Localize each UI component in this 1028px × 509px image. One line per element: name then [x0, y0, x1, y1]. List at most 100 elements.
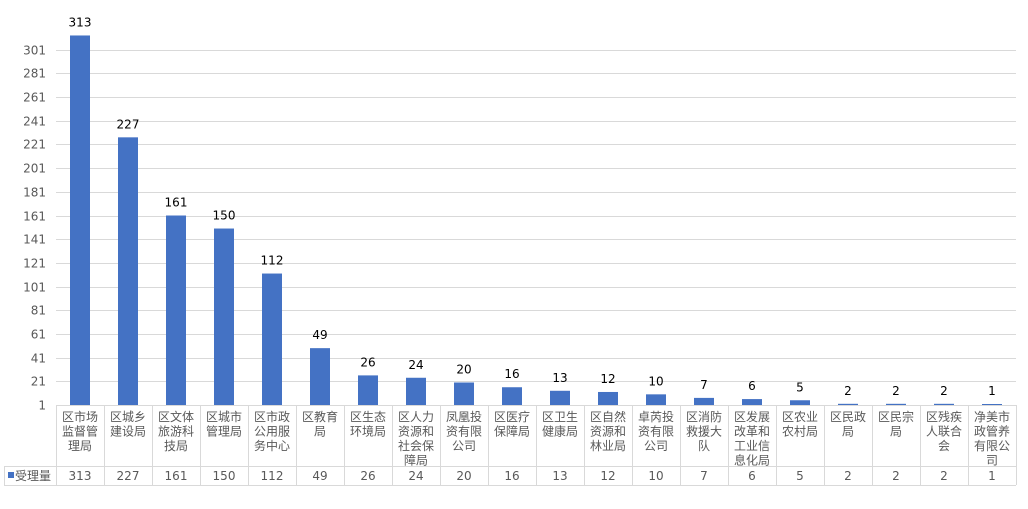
bar: [214, 228, 234, 405]
bar: [790, 400, 810, 405]
x-category-label: 区医疗保障局: [494, 410, 530, 439]
table-value: 13: [552, 469, 567, 483]
data-label: 161: [165, 196, 188, 210]
table-value: 313: [69, 469, 92, 483]
table-value: 2: [892, 469, 900, 483]
bar: [886, 403, 906, 405]
bar: [838, 403, 858, 405]
bar: [310, 348, 330, 405]
y-tick-label: 1: [38, 399, 46, 413]
data-label: 12: [600, 372, 615, 386]
table-value: 5: [796, 469, 804, 483]
table-value: 24: [408, 469, 423, 483]
data-label: 49: [312, 328, 327, 342]
x-category-label: 区生态环境局: [350, 410, 386, 439]
data-labels: 313 227 161 150 112 49 26 24 20 16 13 12 10 7 6 5 2 2 2 1: [69, 15, 996, 398]
x-category-label: 区市场监督管理局: [62, 409, 98, 453]
x-category-label: 区市政公用服务中心: [254, 409, 290, 453]
bar: [70, 35, 90, 405]
table-value: 10: [648, 469, 663, 483]
x-category-label: 净美市政管养有限公司: [974, 409, 1010, 468]
bar: [550, 390, 570, 405]
bar: [166, 215, 186, 405]
x-category-label: 区卫生健康局: [542, 410, 578, 439]
bar: [358, 375, 378, 405]
table-value: 16: [504, 469, 519, 483]
y-tick-label: 101: [23, 281, 46, 295]
y-tick-label: 281: [23, 67, 46, 81]
x-category-label: 区教育局: [302, 409, 338, 439]
table-value: 12: [600, 469, 615, 483]
x-category-label: 卓芮投资有限公司: [638, 409, 674, 453]
bar: [742, 399, 762, 405]
bar: [982, 404, 1002, 405]
legend-swatch: [8, 472, 14, 478]
table-value: 2: [844, 469, 852, 483]
y-tick-label: 81: [31, 304, 46, 318]
y-tick-label: 181: [23, 186, 46, 200]
y-axis-tick-labels: 1214161811011211411611812012212412612813…: [23, 44, 46, 413]
y-tick-label: 61: [31, 328, 46, 342]
y-tick-label: 161: [23, 210, 46, 224]
data-label: 2: [940, 384, 948, 398]
x-category-label: 区残疾人联合会: [926, 409, 962, 453]
bar: [934, 403, 954, 405]
data-label: 10: [648, 374, 663, 388]
y-tick-label: 21: [31, 375, 46, 389]
data-label: 313: [69, 15, 92, 29]
table-value: 112: [261, 469, 284, 483]
bar: [118, 137, 138, 406]
table-value: 2: [940, 469, 948, 483]
data-table: 区市场监督管理局区城乡建设局区文体旅游科技局区城市管理局区市政公用服务中心区教育…: [4, 405, 1017, 486]
table-value: 227: [117, 469, 140, 483]
x-category-label: 区农业农村局: [782, 410, 818, 439]
table-value: 6: [748, 469, 756, 483]
table-value: 161: [165, 469, 188, 483]
data-label: 20: [456, 362, 471, 376]
data-label: 227: [117, 117, 140, 131]
data-label: 26: [360, 355, 375, 369]
data-label: 5: [796, 380, 804, 394]
data-label: 112: [261, 254, 284, 268]
y-tick-label: 121: [23, 257, 46, 271]
table-value: 1: [988, 469, 996, 483]
x-category-label: 区民宗局: [878, 409, 914, 439]
data-label: 24: [408, 358, 423, 372]
y-tick-label: 261: [23, 91, 46, 105]
y-tick-label: 141: [23, 233, 46, 247]
bar: [454, 382, 474, 405]
table-value: 49: [312, 469, 327, 483]
x-category-label: 区消防救援大队: [686, 409, 722, 453]
data-label: 150: [213, 209, 236, 223]
x-category-label: 区文体旅游科技局: [158, 409, 194, 453]
y-tick-label: 241: [23, 115, 46, 129]
table-value: 20: [456, 469, 471, 483]
y-tick-label: 221: [23, 138, 46, 152]
table-value: 7: [700, 469, 708, 483]
table-value: 26: [360, 469, 375, 483]
bar: [646, 394, 666, 405]
x-category-label: 区发展改革和工业信息化局: [734, 409, 770, 468]
bar: [694, 397, 714, 405]
bars: [70, 35, 1002, 406]
x-category-label: 区城乡建设局: [110, 410, 146, 439]
x-category-label: 区人力资源和社会保障局: [398, 410, 434, 468]
table-value: 150: [213, 469, 236, 483]
x-category-label: 区城市管理局: [206, 409, 242, 439]
data-label: 13: [552, 371, 567, 385]
bar: [406, 377, 426, 405]
data-label: 1: [988, 384, 996, 398]
data-label: 2: [844, 384, 852, 398]
data-label: 7: [700, 378, 708, 392]
bar: [502, 387, 522, 405]
data-label: 2: [892, 384, 900, 398]
x-category-label: 区民政局: [830, 410, 866, 439]
bar: [598, 391, 618, 405]
x-category-label: 凤凰投资有限公司: [446, 409, 482, 453]
y-tick-label: 301: [23, 44, 46, 58]
y-tick-label: 41: [31, 352, 46, 366]
data-label: 16: [504, 367, 519, 381]
gridlines: [56, 50, 1016, 406]
data-label: 6: [748, 379, 756, 393]
